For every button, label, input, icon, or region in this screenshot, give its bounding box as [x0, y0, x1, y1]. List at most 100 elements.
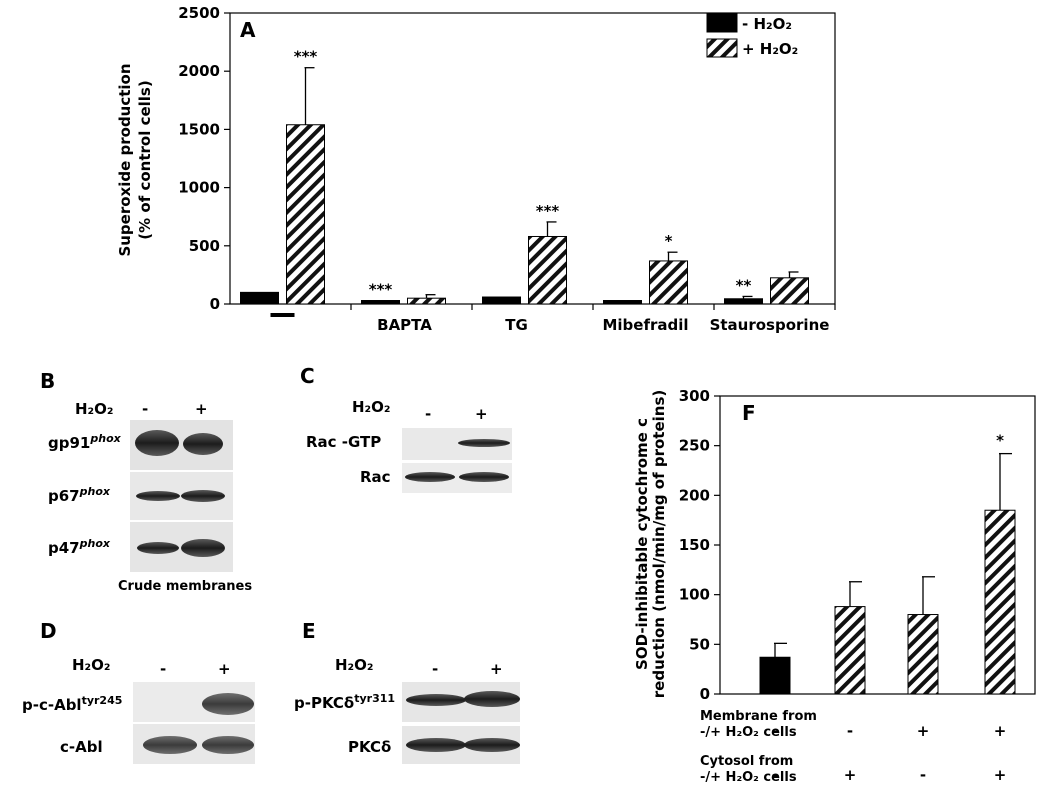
panel-b-row-gp91: gp91phox [48, 432, 122, 452]
panel-e-band [464, 738, 520, 752]
panel-e-minus: - [432, 660, 438, 678]
panel-a-ylabel-line2: (% of control cells) [136, 80, 154, 239]
panel-a-significance: ** [736, 276, 752, 294]
panel-d-band [143, 736, 197, 754]
panel-a-bar [286, 124, 325, 305]
panel-e-band [464, 691, 520, 707]
panel-e-blot: E H₂O₂ - + p-PKCδtyr311 PKCδ [294, 619, 520, 764]
panel-a-significance: *** [536, 202, 560, 220]
panel-a-significance: * [665, 232, 673, 250]
panel-f-row1-sign: - [772, 722, 778, 740]
panel-a-legend-swatch [706, 38, 738, 58]
panel-f-row2-sign: - [772, 766, 778, 784]
panel-b-band [136, 491, 180, 501]
panel-a-ylabel-line1: Superoxide production [116, 63, 134, 256]
panel-b-band [137, 542, 179, 554]
panel-b-minus: - [142, 400, 148, 418]
panel-b-treatment-label: H₂O₂ [75, 400, 113, 418]
panel-f-row2-sign: + [844, 766, 857, 784]
panel-f-row1-label-a: Membrane from [700, 709, 817, 724]
panel-f-significance: * [996, 432, 1004, 450]
panel-f-bar [759, 656, 791, 695]
panel-a-ytick-label: 0 [210, 295, 220, 313]
panel-f-ytick-label: 300 [679, 387, 710, 405]
panel-a-bar [240, 291, 279, 305]
panel-c-band [459, 472, 509, 482]
panel-f-row2-sign: - [920, 766, 926, 784]
panel-e-letter: E [302, 619, 316, 643]
panel-b-band [183, 433, 223, 455]
panel-c-band [458, 439, 510, 447]
panel-f-row1-label-b: -/+ H₂O₂ cells [700, 725, 797, 740]
panel-b-blot: B H₂O₂ - + gp91phox p67phox p47phox Crud… [40, 369, 252, 594]
panel-d-row-c-abl: c-Abl [60, 738, 103, 756]
panel-a-ytick-label: 500 [189, 237, 220, 255]
panel-f-ylabel-line1: SOD-inhibitable cytochrome c [633, 418, 651, 670]
panel-a-significance: *** [294, 48, 318, 66]
panel-d-band [202, 693, 254, 715]
panel-a-category-label [270, 313, 295, 317]
panel-a-bar [361, 300, 400, 305]
panel-f-row1-sign: + [917, 722, 930, 740]
panel-f-row2-label-a: Cytosol from [700, 754, 793, 769]
panel-a-legend-swatch [706, 13, 738, 33]
panel-d-letter: D [40, 619, 57, 643]
panel-a-legend-label: - H₂O₂ [742, 15, 792, 33]
panel-a-category-label: TG [505, 316, 528, 334]
panel-a-letter: A [240, 18, 256, 42]
panel-f-bar [834, 606, 866, 695]
panel-e-plus: + [490, 660, 503, 678]
panel-d-treatment-label: H₂O₂ [72, 656, 110, 674]
panel-a-ytick-label: 2500 [178, 4, 220, 22]
panel-d-plus: + [218, 660, 231, 678]
panel-a-ytick-label: 2000 [178, 62, 220, 80]
panel-f-ytick-label: 150 [679, 536, 710, 554]
panel-f-chart: F SOD-inhibitable cytochrome c reduction… [633, 387, 1036, 785]
panel-e-band [406, 694, 466, 706]
panel-a-bar [649, 260, 688, 305]
panel-c-blot: C H₂O₂ - + Rac -GTP Rac [300, 364, 512, 493]
panel-f-ytick-label: 0 [700, 685, 710, 703]
panel-b-row-p47: p47phox [48, 537, 111, 557]
panel-c-treatment-label: H₂O₂ [352, 398, 390, 416]
panel-a-chart: A Superoxide production (% of control ce… [116, 4, 836, 334]
panel-f-bar [984, 509, 1016, 695]
panel-c-minus: - [425, 405, 431, 423]
panel-d-minus: - [160, 660, 166, 678]
panel-d-band [202, 736, 254, 754]
panel-a-ytick-label: 1000 [178, 179, 220, 197]
panel-c-letter: C [300, 364, 315, 388]
panel-a-ytick-label: 1500 [178, 120, 220, 138]
panel-a-bar [770, 277, 809, 305]
panel-b-plus: + [195, 400, 208, 418]
panel-f-ytick-label: 250 [679, 437, 710, 455]
panel-f-ytick-label: 100 [679, 586, 710, 604]
panel-f-row1-sign: + [994, 722, 1007, 740]
panel-c-row-rac: Rac [360, 468, 391, 486]
panel-f-row2-sign: + [994, 766, 1007, 784]
panel-b-row-p67: p67phox [48, 485, 111, 505]
panel-a-bar [724, 298, 763, 305]
panel-c-band [405, 472, 455, 482]
panel-b-band [181, 539, 225, 557]
panel-f-ytick-label: 50 [689, 635, 710, 653]
panel-b-letter: B [40, 369, 55, 393]
panel-c-row-rac-gtp: Rac -GTP [306, 433, 381, 451]
panel-e-row-p-pkcd: p-PKCδtyr311 [294, 692, 395, 712]
panel-f-ytick-label: 200 [679, 486, 710, 504]
panel-c-plus: + [475, 405, 488, 423]
panel-a-bar [603, 300, 642, 305]
panel-a-category-label: Mibefradil [602, 316, 688, 334]
panel-a-bar [407, 297, 446, 305]
panel-a-bar [528, 235, 567, 305]
panel-a-legend-label: + H₂O₂ [742, 40, 798, 58]
panel-f-letter: F [742, 401, 756, 425]
panel-f-row2-label-b: -/+ H₂O₂ cells [700, 770, 797, 785]
panel-d-blot: D H₂O₂ - + p-c-Abltyr245 c-Abl [22, 619, 255, 764]
panel-d-row-p-c-abl: p-c-Abltyr245 [22, 694, 122, 714]
panel-f-ylabel-line2: reduction (nmol/min/mg of proteins) [650, 390, 668, 698]
panel-a-significance: *** [369, 281, 393, 299]
panel-b-caption: Crude membranes [118, 579, 252, 594]
panel-a-bar [482, 296, 521, 305]
